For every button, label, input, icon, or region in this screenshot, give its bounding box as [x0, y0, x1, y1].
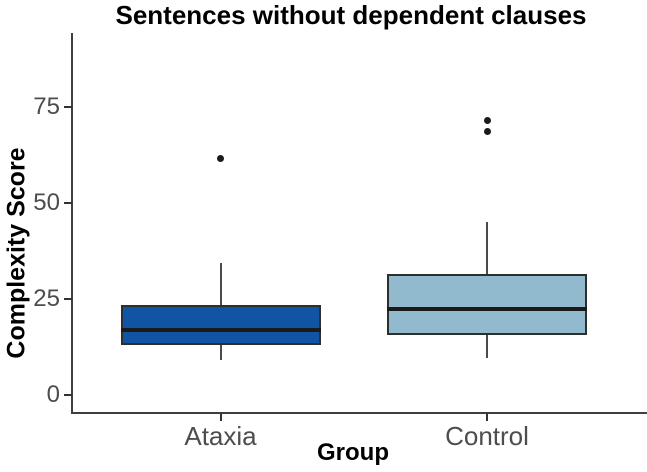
y-tick-label: 50 — [33, 189, 60, 216]
y-tick-mark — [64, 106, 72, 108]
outlier-point — [483, 116, 491, 124]
outlier-point — [217, 155, 224, 163]
x-tick-mark — [486, 413, 488, 421]
x-axis-title: Group — [317, 439, 389, 466]
outlier-point — [483, 128, 491, 136]
chart-title: Sentences without dependent clauses — [115, 0, 587, 30]
median-line — [120, 327, 321, 332]
y-axis-line — [71, 33, 73, 414]
x-tick-label: Control — [445, 421, 529, 451]
y-tick-label: 25 — [33, 285, 60, 312]
x-axis-line — [71, 412, 647, 414]
y-tick-label: 75 — [33, 93, 60, 120]
median-line — [387, 306, 587, 311]
y-tick-label: 0 — [46, 381, 60, 408]
x-tick-label: Ataxia — [184, 421, 257, 451]
box-control — [387, 274, 587, 336]
y-tick-mark — [64, 394, 72, 396]
x-tick-mark — [219, 413, 222, 421]
y-tick-mark — [64, 298, 72, 300]
box-ataxia — [120, 304, 321, 346]
y-tick-mark — [64, 202, 72, 204]
